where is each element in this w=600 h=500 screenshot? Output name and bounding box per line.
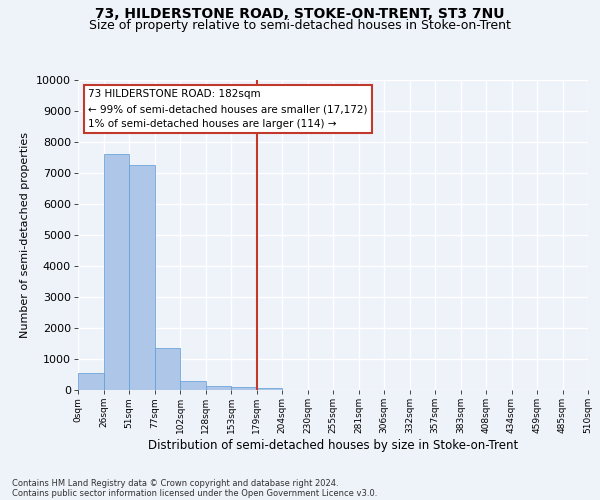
Text: Contains public sector information licensed under the Open Government Licence v3: Contains public sector information licen…	[12, 488, 377, 498]
Bar	[104, 154, 129, 390]
Text: Size of property relative to semi-detached houses in Stoke-on-Trent: Size of property relative to semi-detach…	[89, 18, 511, 32]
Y-axis label: Number of semi-detached properties: Number of semi-detached properties	[20, 132, 31, 338]
Bar	[129, 165, 155, 390]
Bar	[257, 388, 282, 390]
Bar	[180, 380, 205, 390]
Bar	[155, 348, 180, 390]
Text: 73, HILDERSTONE ROAD, STOKE-ON-TRENT, ST3 7NU: 73, HILDERSTONE ROAD, STOKE-ON-TRENT, ST…	[95, 8, 505, 22]
Bar	[231, 387, 257, 390]
Text: 73 HILDERSTONE ROAD: 182sqm
← 99% of semi-detached houses are smaller (17,172)
1: 73 HILDERSTONE ROAD: 182sqm ← 99% of sem…	[88, 90, 368, 129]
Bar	[205, 386, 231, 390]
Bar	[78, 373, 104, 390]
Text: Distribution of semi-detached houses by size in Stoke-on-Trent: Distribution of semi-detached houses by …	[148, 440, 518, 452]
Text: Contains HM Land Registry data © Crown copyright and database right 2024.: Contains HM Land Registry data © Crown c…	[12, 478, 338, 488]
